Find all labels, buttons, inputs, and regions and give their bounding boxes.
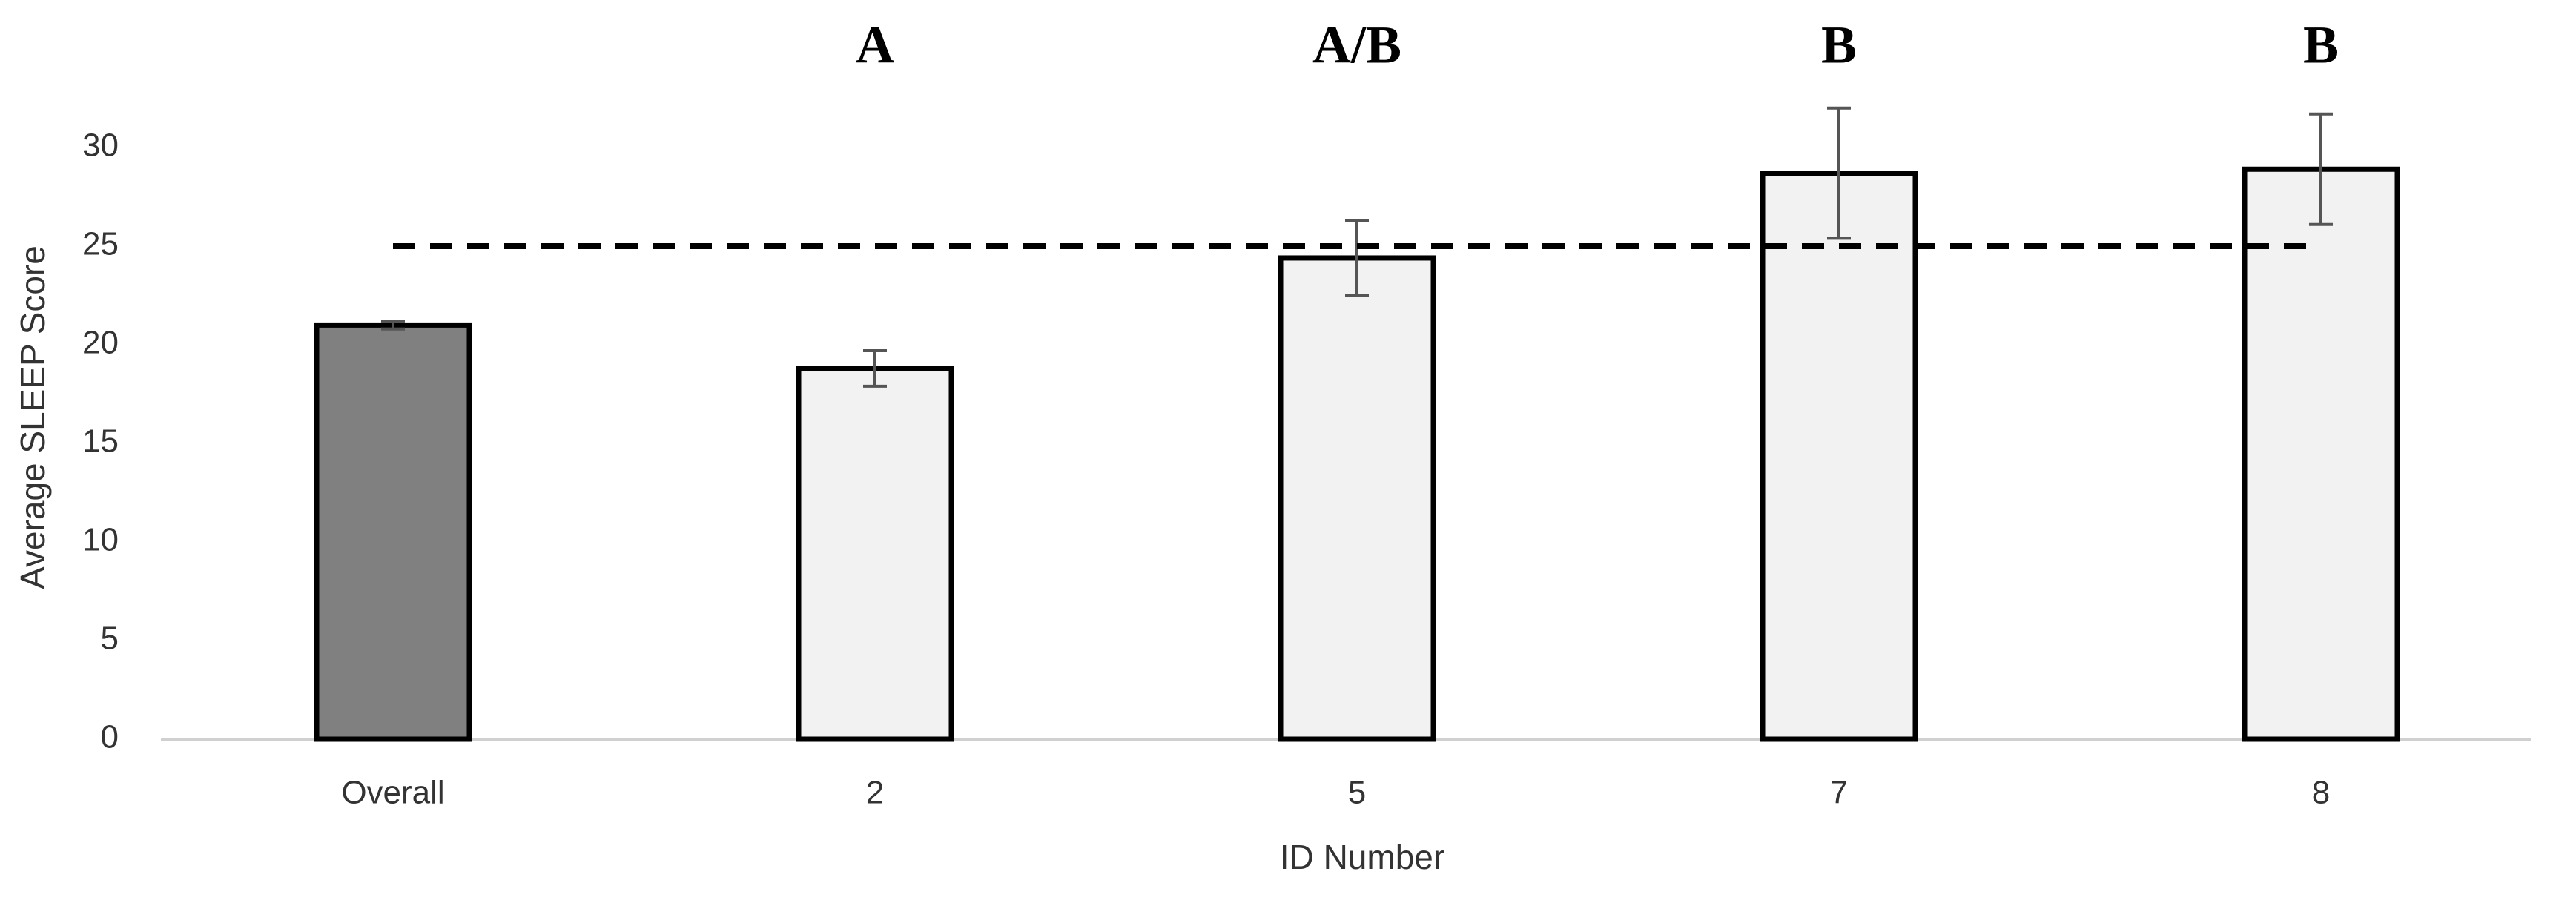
y-tick-label: 10 (82, 522, 119, 558)
x-tick-label: 5 (1348, 775, 1366, 811)
error-bar (381, 320, 405, 331)
bar (1760, 171, 1918, 742)
annotation: B (1821, 16, 1857, 75)
x-axis-title: ID Number (1280, 838, 1444, 876)
annotation: A (856, 16, 894, 75)
error-bar (1827, 106, 1851, 240)
bar (314, 322, 472, 742)
x-tick-label: 8 (2312, 775, 2330, 811)
annotation: B (2303, 16, 2339, 75)
y-tick-label: 25 (82, 226, 119, 262)
y-tick-label: 20 (82, 325, 119, 361)
bar (1278, 255, 1436, 742)
bar (796, 366, 954, 742)
y-axis-title: Average SLEEP Score (13, 245, 52, 589)
x-tick-label: 2 (866, 775, 884, 811)
y-tick-label: 15 (82, 423, 119, 460)
y-tick-label: 0 (101, 719, 119, 755)
annotation: A/B (1312, 16, 1401, 75)
error-bar (1345, 219, 1369, 297)
error-bar (2309, 112, 2333, 226)
error-bar (863, 348, 887, 388)
y-tick-label: 30 (82, 128, 119, 164)
x-tick-label: 7 (1830, 775, 1848, 811)
x-tick-label: Overall (341, 775, 444, 811)
y-tick-label: 5 (101, 621, 119, 657)
bar (2242, 166, 2400, 742)
